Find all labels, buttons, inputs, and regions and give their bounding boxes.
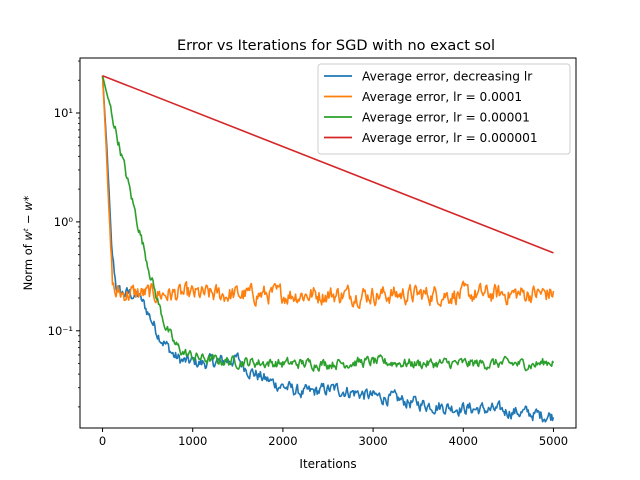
x-tick-label: 1000: [178, 434, 207, 448]
plot-frame: [79, 57, 577, 429]
x-tick-label: 0: [99, 434, 106, 448]
series-line-4: [102, 74, 554, 254]
x-tick-label: 3000: [358, 434, 387, 448]
x-axis-label: Iterations: [299, 457, 356, 471]
series-line-3: [101, 75, 555, 372]
legend-label: Average error, lr = 0.000001: [362, 131, 538, 145]
series-line-1: [101, 75, 555, 423]
y-tick-label: 10⁻¹: [48, 324, 73, 338]
x-tick-label: 2000: [268, 434, 297, 448]
legend-entries: Average error, decreasing lr Average erro…: [324, 70, 538, 145]
legend-label: Average error, lr = 0.00001: [362, 111, 530, 125]
y-axis-label: Norm of wᵗ − w*: [21, 195, 35, 290]
y-axis-label-math: wᵗ − w*: [21, 195, 35, 240]
x-tick-label: 4000: [449, 434, 478, 448]
legend-box: [317, 63, 571, 155]
legend: Average error, decreasing lr Average erro…: [317, 63, 571, 155]
x-tick-label: 5000: [539, 434, 568, 448]
y-axis-ticks: 10⁻¹ 10⁰ 10¹: [48, 60, 80, 408]
series-line-2: [101, 75, 555, 309]
y-tick-label: 10¹: [54, 106, 73, 120]
y-tick-label: 10⁰: [54, 215, 74, 229]
legend-label: Average error, decreasing lr: [362, 70, 533, 84]
x-axis-ticks: 0 1000 2000 3000 4000 5000: [99, 428, 568, 448]
y-axis-label-prefix: Norm of: [21, 241, 35, 291]
series-layer: [101, 74, 555, 423]
legend-label: Average error, lr = 0.0001: [362, 90, 522, 104]
chart-title: Error vs Iterations for SGD with no exac…: [177, 38, 495, 54]
